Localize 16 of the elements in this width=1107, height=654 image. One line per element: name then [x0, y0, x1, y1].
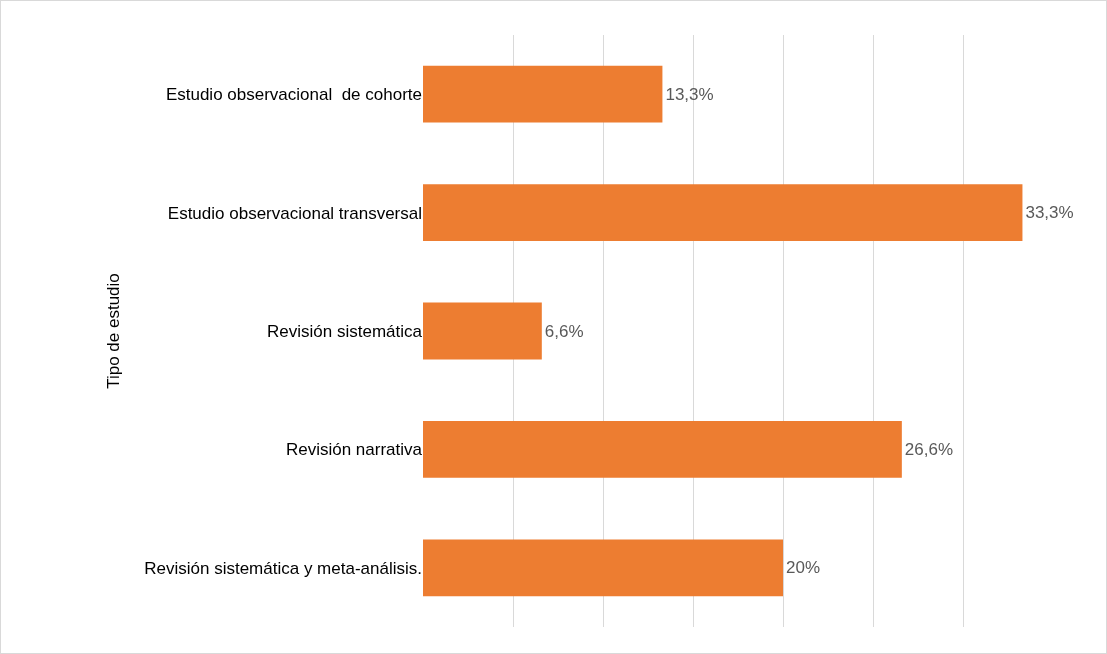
data-label: 6,6% [544, 321, 584, 341]
data-label: 20% [786, 558, 821, 578]
data-label: 26,6% [904, 439, 954, 459]
data-label: 33,3% [1025, 203, 1074, 223]
bar [423, 420, 902, 478]
y-tick-label: Revisión narrativa [285, 440, 423, 460]
bar [423, 539, 784, 597]
bar [423, 65, 663, 123]
bar [423, 184, 1023, 242]
data-label: 13,3% [665, 84, 714, 104]
y-axis-title: Tipo de estudio [103, 273, 123, 389]
bar [423, 302, 542, 360]
y-tick-label: Revisión sistemática [267, 321, 423, 341]
y-tick-label: Revisión sistemática y meta-análisis. [144, 558, 422, 578]
y-tick-label: Estudio observacional de cohorte [165, 85, 422, 105]
y-tick-label: Estudio observacional transversal [167, 203, 422, 223]
